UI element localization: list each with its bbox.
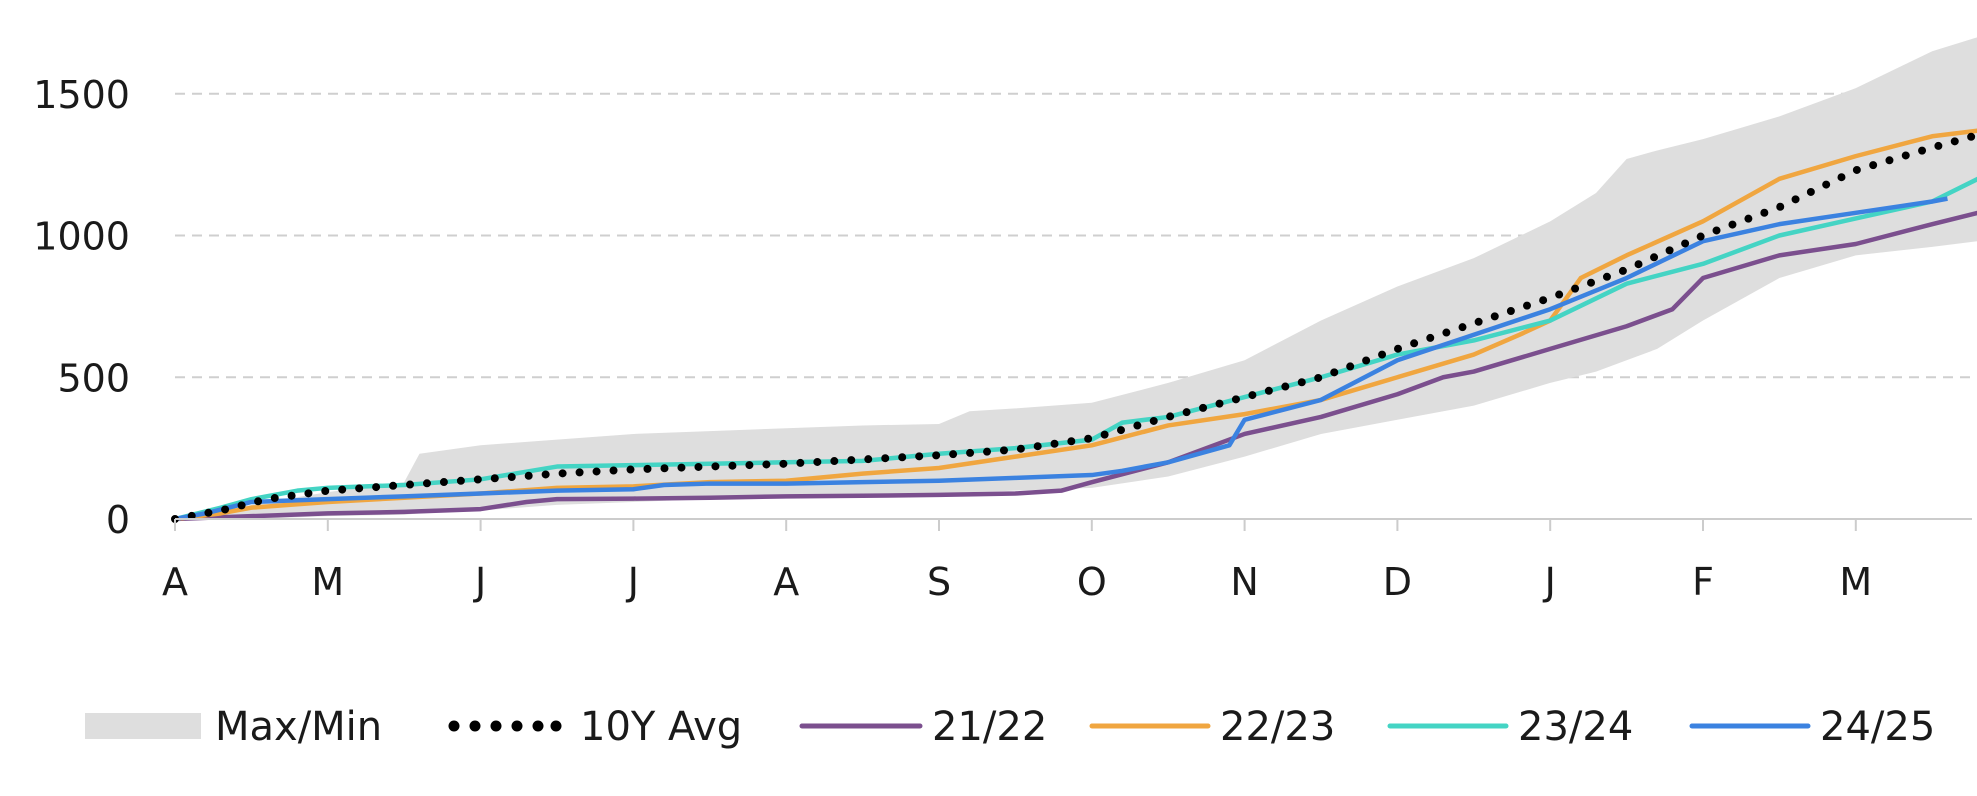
x-tick-label-4: A xyxy=(773,560,799,604)
legend: Max/Min 10Y Avg 21/22 22/23 23/24 24/25 xyxy=(85,704,1935,750)
x-axis xyxy=(174,518,1972,531)
x-tick-label-7: N xyxy=(1230,560,1258,604)
legend-label-max-min: Max/Min xyxy=(215,704,382,750)
x-tick-label-2: J xyxy=(473,560,486,604)
legend-label-22-23: 22/23 xyxy=(1220,704,1335,750)
legend-label-23-24: 23/24 xyxy=(1518,704,1633,750)
y-axis-tick-labels: 0 500 1000 1500 xyxy=(33,73,130,542)
legend-label-10y-avg: 10Y Avg xyxy=(580,704,742,750)
x-tick-label-0: A xyxy=(162,560,188,604)
x-tick-label-1: M xyxy=(311,560,344,604)
series-layer xyxy=(171,128,1977,523)
x-tick-label-5: S xyxy=(927,560,951,604)
y-tick-label-1000: 1000 xyxy=(33,215,130,259)
legend-label-21-22: 21/22 xyxy=(932,704,1047,750)
x-tick-label-10: F xyxy=(1692,560,1714,604)
series-line-24-25 xyxy=(174,196,1948,522)
y-tick-label-1500: 1500 xyxy=(33,73,130,117)
max-min-band-layer xyxy=(175,37,1977,519)
x-tick-label-9: J xyxy=(1543,560,1556,604)
x-tick-label-8: D xyxy=(1383,560,1412,604)
legend-swatch-max-min xyxy=(85,713,201,739)
series-line-21-22 xyxy=(174,210,1977,522)
max-min-band xyxy=(175,37,1977,519)
x-tick-label-6: O xyxy=(1077,560,1107,604)
legend-label-24-25: 24/25 xyxy=(1820,704,1935,750)
y-tick-label-0: 0 xyxy=(106,498,130,542)
series-line-10y-avg xyxy=(171,130,1977,523)
x-tick-label-3: J xyxy=(626,560,639,604)
legend-swatch-10y-avg xyxy=(448,720,562,732)
y-tick-label-500: 500 xyxy=(57,356,130,400)
x-tick-label-11: M xyxy=(1839,560,1872,604)
